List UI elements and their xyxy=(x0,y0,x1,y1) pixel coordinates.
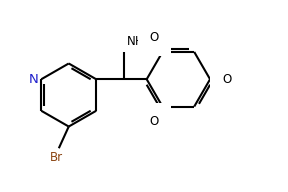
Text: O: O xyxy=(222,73,232,86)
Text: N: N xyxy=(29,73,38,86)
Text: NH$_2$: NH$_2$ xyxy=(126,35,150,50)
Text: Br: Br xyxy=(50,151,63,164)
Text: O: O xyxy=(149,31,159,44)
Text: O: O xyxy=(149,115,159,127)
